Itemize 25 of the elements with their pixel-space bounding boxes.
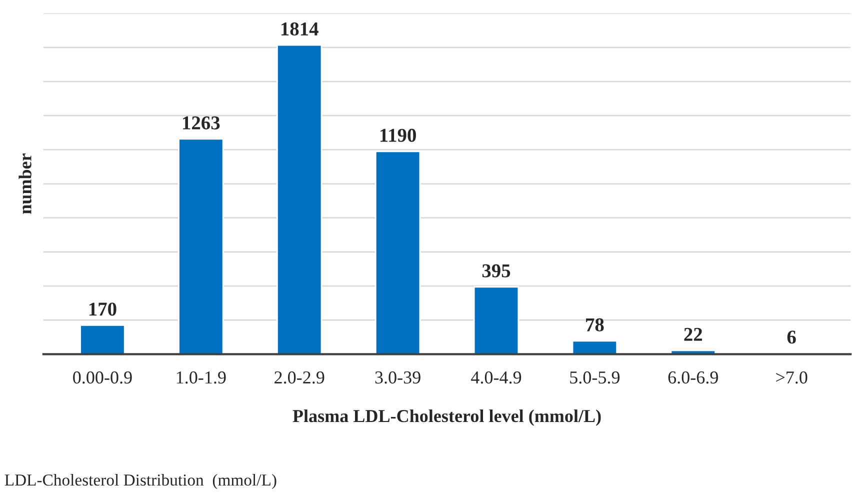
data-label: 395 <box>482 264 510 278</box>
bar <box>473 286 520 354</box>
bar <box>276 44 322 354</box>
x-tick-label: 5.0-5.9 <box>570 371 620 384</box>
data-label: 6 <box>787 330 796 344</box>
x-tick-label: 2.0-2.9 <box>274 371 324 384</box>
text: LDL-Cholesterol Distribution (mmol/L) <box>4 474 276 490</box>
data-label: 1263 <box>183 116 220 130</box>
data-label: 1814 <box>281 22 318 36</box>
bar <box>572 340 618 354</box>
data-label: 1190 <box>380 128 416 142</box>
x-tick-label: 6.0-6.9 <box>668 371 718 384</box>
bar <box>374 150 421 354</box>
x-axis-title: Plasma LDL-Cholesterol level (mmol/L) <box>292 409 601 426</box>
bar <box>80 324 126 354</box>
x-tick-label: >7.0 <box>776 371 808 384</box>
data-label: 170 <box>89 302 116 316</box>
x-tick-label: 4.0-4.9 <box>471 371 522 384</box>
bar <box>178 138 224 354</box>
x-tick-label: 0.00-0.9 <box>73 371 132 384</box>
x-tick-label: 3.0-39 <box>375 371 420 384</box>
x-tick-label: 1.0-1.9 <box>176 371 226 384</box>
data-label: 22 <box>684 328 702 341</box>
data-label: 78 <box>586 318 604 332</box>
y-axis-title: number <box>18 154 32 214</box>
